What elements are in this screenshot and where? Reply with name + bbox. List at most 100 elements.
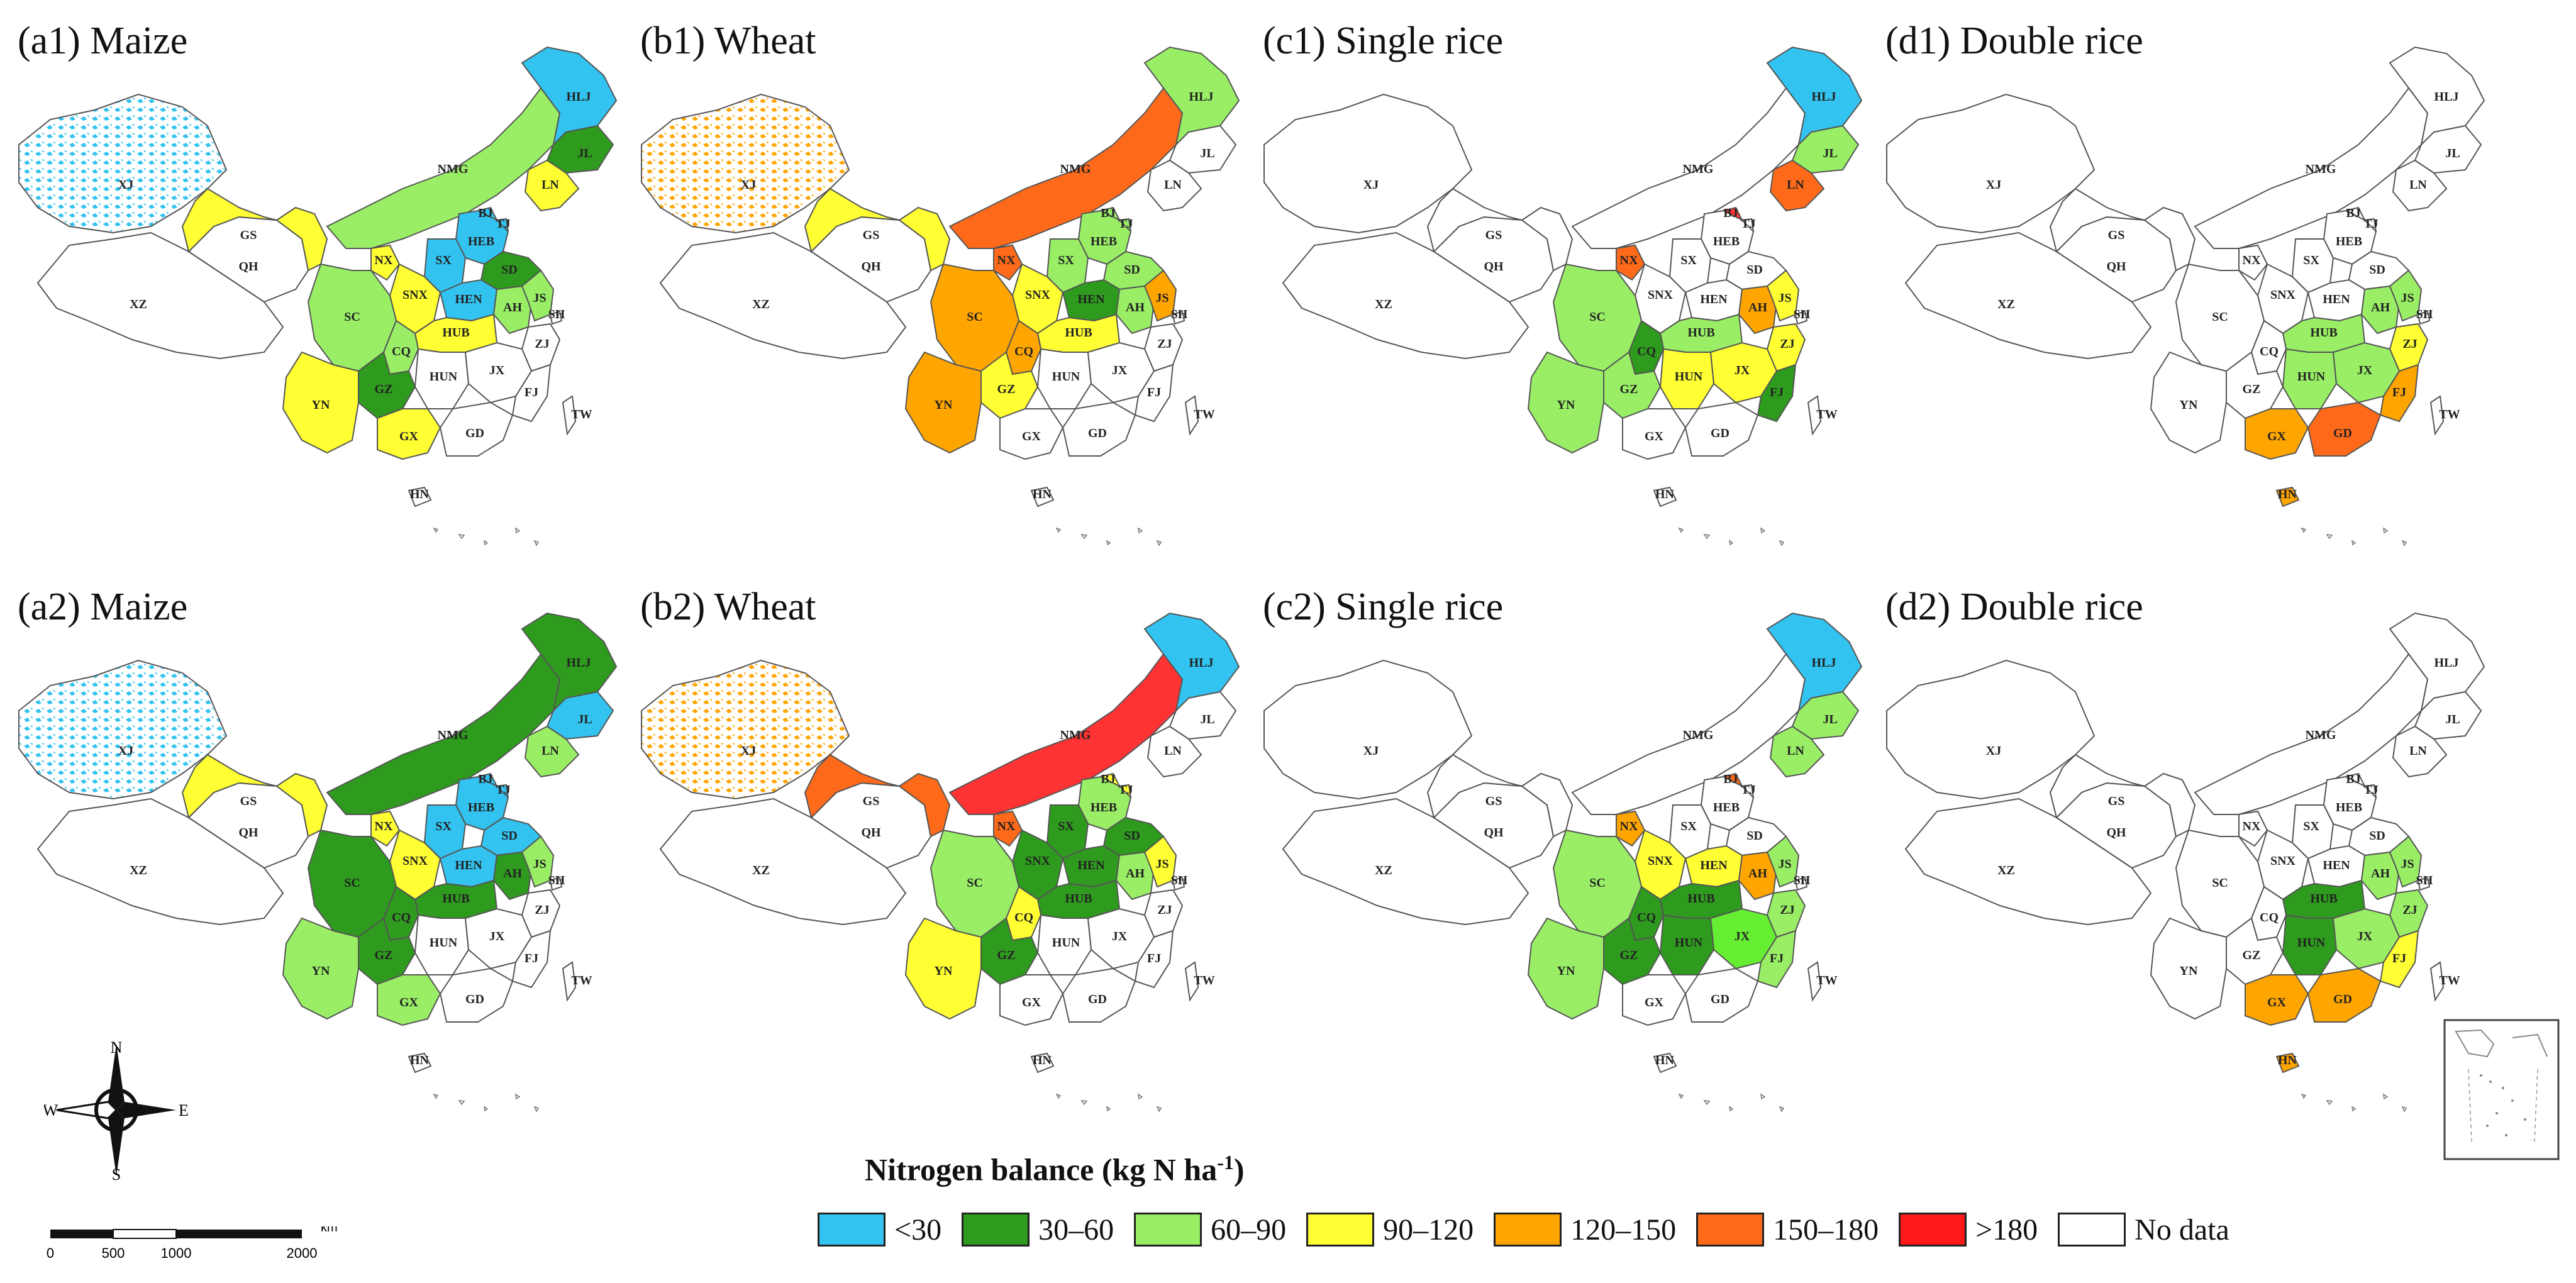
province-label-gz: GZ xyxy=(2243,382,2261,396)
province-yn xyxy=(904,917,982,1020)
province-label-fj: FJ xyxy=(1770,386,1784,399)
province-label-hub: HUB xyxy=(1687,326,1714,340)
province-label-hlj: HLJ xyxy=(567,90,591,104)
province-nx xyxy=(370,810,401,847)
province-label-nx: NX xyxy=(375,819,393,833)
province-label-zj: ZJ xyxy=(1780,903,1794,917)
province-label-xj: XJ xyxy=(1986,744,2001,758)
province-label-nmg: NMG xyxy=(2306,162,2336,176)
islands xyxy=(1055,527,1162,547)
province-gs xyxy=(181,187,328,272)
province-label-fj: FJ xyxy=(525,952,538,965)
province-gd xyxy=(1684,401,1759,457)
province-gs xyxy=(2049,753,2196,838)
province-label-hn: HN xyxy=(410,487,430,501)
province-label-bj: BJ xyxy=(1723,206,1738,220)
province-label-bj: BJ xyxy=(1101,206,1115,220)
province-label-hen: HEN xyxy=(2323,292,2350,306)
province-label-xz: XZ xyxy=(1375,864,1392,877)
province-label-sh: SH xyxy=(2416,308,2433,321)
province-label-tj: TJ xyxy=(1741,217,1755,231)
province-xz xyxy=(36,231,284,360)
province-label-xj: XJ xyxy=(741,744,756,758)
province-yn xyxy=(2150,917,2227,1020)
province-label-ln: LN xyxy=(1164,178,1182,192)
province-label-gz: GZ xyxy=(375,948,393,962)
province-label-ln: LN xyxy=(1164,744,1182,758)
province-label-nx: NX xyxy=(997,253,1016,267)
province-label-gd: GD xyxy=(465,426,484,440)
province-gx xyxy=(999,974,1064,1026)
province-hun xyxy=(1659,914,1715,975)
province-xz xyxy=(659,231,907,360)
islands xyxy=(1678,527,1785,547)
province-label-sx: SX xyxy=(1058,819,1074,833)
province-label-tj: TJ xyxy=(1118,217,1133,231)
scale-tick: 0 xyxy=(47,1245,54,1261)
province-label-snx: SNX xyxy=(2270,854,2296,868)
compass-rose-icon: N S E W xyxy=(44,1038,189,1182)
province-label-sh: SH xyxy=(1794,308,1811,321)
province-hn xyxy=(1030,486,1055,508)
province-hun xyxy=(1036,348,1092,409)
legend-item: 150–180 xyxy=(1696,1213,1879,1247)
province-ln xyxy=(524,159,580,212)
legend-label: 120–150 xyxy=(1570,1213,1677,1247)
province-label-nmg: NMG xyxy=(1060,728,1091,742)
province-label-jx: JX xyxy=(489,930,505,943)
province-label-nmg: NMG xyxy=(1060,162,1091,176)
province-label-gx: GX xyxy=(1645,430,1664,443)
map-panel-d1: (d1) Double rice XJ XZ QH GS NMG HLJ JL LN BJ TJ H… xyxy=(1868,0,2497,566)
province-label-nx: NX xyxy=(2243,253,2261,267)
province-hn xyxy=(1653,486,1677,508)
map-panel-a1: (a1) Maize XJ XZ QH GS NMG HLJ JL LN BJ TJ HEB SX SD… xyxy=(0,0,629,566)
province-yn xyxy=(904,351,982,454)
province-label-sx: SX xyxy=(1680,253,1697,267)
province-label-heb: HEB xyxy=(2336,235,2362,248)
province-yn xyxy=(282,917,359,1020)
province-label-sc: SC xyxy=(2212,876,2228,890)
map-panel-c2: (c2) Single rice XJ XZ QH GS NMG HLJ JL LN BJ TJ H… xyxy=(1245,566,1874,1132)
province-tw xyxy=(1807,395,1822,436)
province-label-ah: AH xyxy=(1748,301,1767,314)
province-label-qh: QH xyxy=(861,260,881,274)
province-label-hun: HUN xyxy=(1675,370,1703,384)
province-sh xyxy=(2417,876,2431,891)
province-label-gd: GD xyxy=(1088,426,1107,440)
province-label-snx: SNX xyxy=(1025,854,1051,868)
province-label-sx: SX xyxy=(2303,253,2319,267)
province-label-js: JS xyxy=(1778,291,1791,305)
province-label-hn: HN xyxy=(1655,487,1675,501)
province-label-gx: GX xyxy=(399,996,419,1009)
province-gz xyxy=(1603,917,1662,986)
province-label-gs: GS xyxy=(863,228,880,242)
province-label-cq: CQ xyxy=(1637,345,1656,358)
province-label-hun: HUN xyxy=(1675,936,1703,950)
province-label-zj: ZJ xyxy=(535,337,549,351)
province-label-gz: GZ xyxy=(1620,948,1638,962)
province-label-xj: XJ xyxy=(118,178,133,192)
province-tw xyxy=(1184,395,1199,436)
province-label-ah: AH xyxy=(1126,867,1145,880)
province-label-nx: NX xyxy=(1620,253,1638,267)
province-label-js: JS xyxy=(1155,857,1169,871)
province-label-cq: CQ xyxy=(392,345,411,358)
province-label-hen: HEN xyxy=(1700,292,1728,306)
province-label-zj: ZJ xyxy=(2402,337,2417,351)
province-label-yn: YN xyxy=(2180,398,2198,412)
province-label-nmg: NMG xyxy=(438,162,469,176)
province-label-sh: SH xyxy=(2416,874,2433,887)
province-ln xyxy=(1146,725,1202,778)
province-label-cq: CQ xyxy=(1014,911,1033,925)
province-label-gd: GD xyxy=(2333,992,2352,1006)
legend-swatch xyxy=(962,1213,1030,1247)
province-ln xyxy=(524,725,580,778)
islands xyxy=(1055,1093,1162,1113)
province-label-nmg: NMG xyxy=(438,728,469,742)
province-label-hlj: HLJ xyxy=(567,656,591,670)
province-label-jx: JX xyxy=(1112,364,1128,377)
province-label-fj: FJ xyxy=(1770,952,1784,965)
province-gx xyxy=(2245,974,2309,1026)
